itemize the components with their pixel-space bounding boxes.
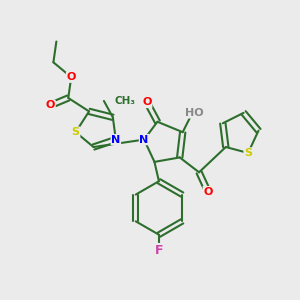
Text: N: N: [140, 135, 149, 145]
Text: N: N: [111, 135, 120, 145]
Text: F: F: [155, 244, 163, 257]
Text: HO: HO: [185, 108, 204, 118]
Text: S: S: [244, 148, 252, 158]
Text: CH₃: CH₃: [114, 96, 135, 106]
Text: S: S: [72, 127, 80, 137]
Text: O: O: [203, 187, 213, 196]
Text: O: O: [142, 98, 152, 107]
Text: O: O: [46, 100, 55, 110]
Text: O: O: [67, 72, 76, 82]
